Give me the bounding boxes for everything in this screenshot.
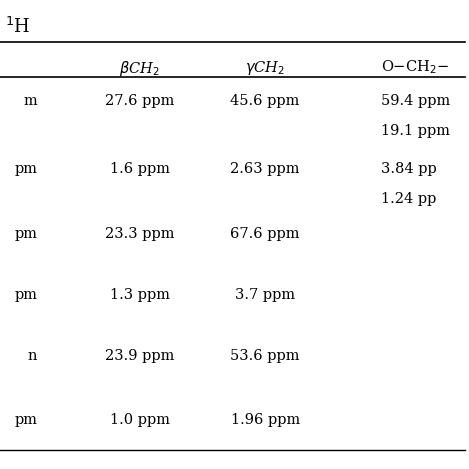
Text: 1.96 ppm: 1.96 ppm [231,413,300,427]
Text: 45.6 ppm: 45.6 ppm [230,94,300,108]
Text: O$-$CH$_2$$-$: O$-$CH$_2$$-$ [381,59,449,76]
Text: 3.84 pp: 3.84 pp [381,162,437,176]
Text: 23.3 ppm: 23.3 ppm [105,227,174,242]
Text: 1.3 ppm: 1.3 ppm [110,288,170,303]
Text: 27.6 ppm: 27.6 ppm [105,94,174,108]
Text: 1.6 ppm: 1.6 ppm [110,162,170,176]
Text: $\gamma$CH$_2$: $\gamma$CH$_2$ [245,59,285,76]
Text: pm: pm [14,162,37,176]
Text: $^{1}$H: $^{1}$H [5,16,30,37]
Text: pm: pm [14,227,37,242]
Text: pm: pm [14,413,37,427]
Text: m: m [23,94,37,108]
Text: 1.0 ppm: 1.0 ppm [110,413,170,427]
Text: 67.6 ppm: 67.6 ppm [230,227,300,242]
Text: 1.24 pp: 1.24 pp [381,192,437,206]
Text: 2.63 ppm: 2.63 ppm [230,162,300,176]
Text: 3.7 ppm: 3.7 ppm [235,288,295,303]
Text: n: n [28,349,37,363]
Text: pm: pm [14,288,37,303]
Text: 59.4 ppm: 59.4 ppm [381,94,451,108]
Text: 23.9 ppm: 23.9 ppm [105,349,174,363]
Text: $\beta$CH$_2$: $\beta$CH$_2$ [119,59,160,78]
Text: 53.6 ppm: 53.6 ppm [230,349,300,363]
Text: 19.1 ppm: 19.1 ppm [381,124,450,138]
